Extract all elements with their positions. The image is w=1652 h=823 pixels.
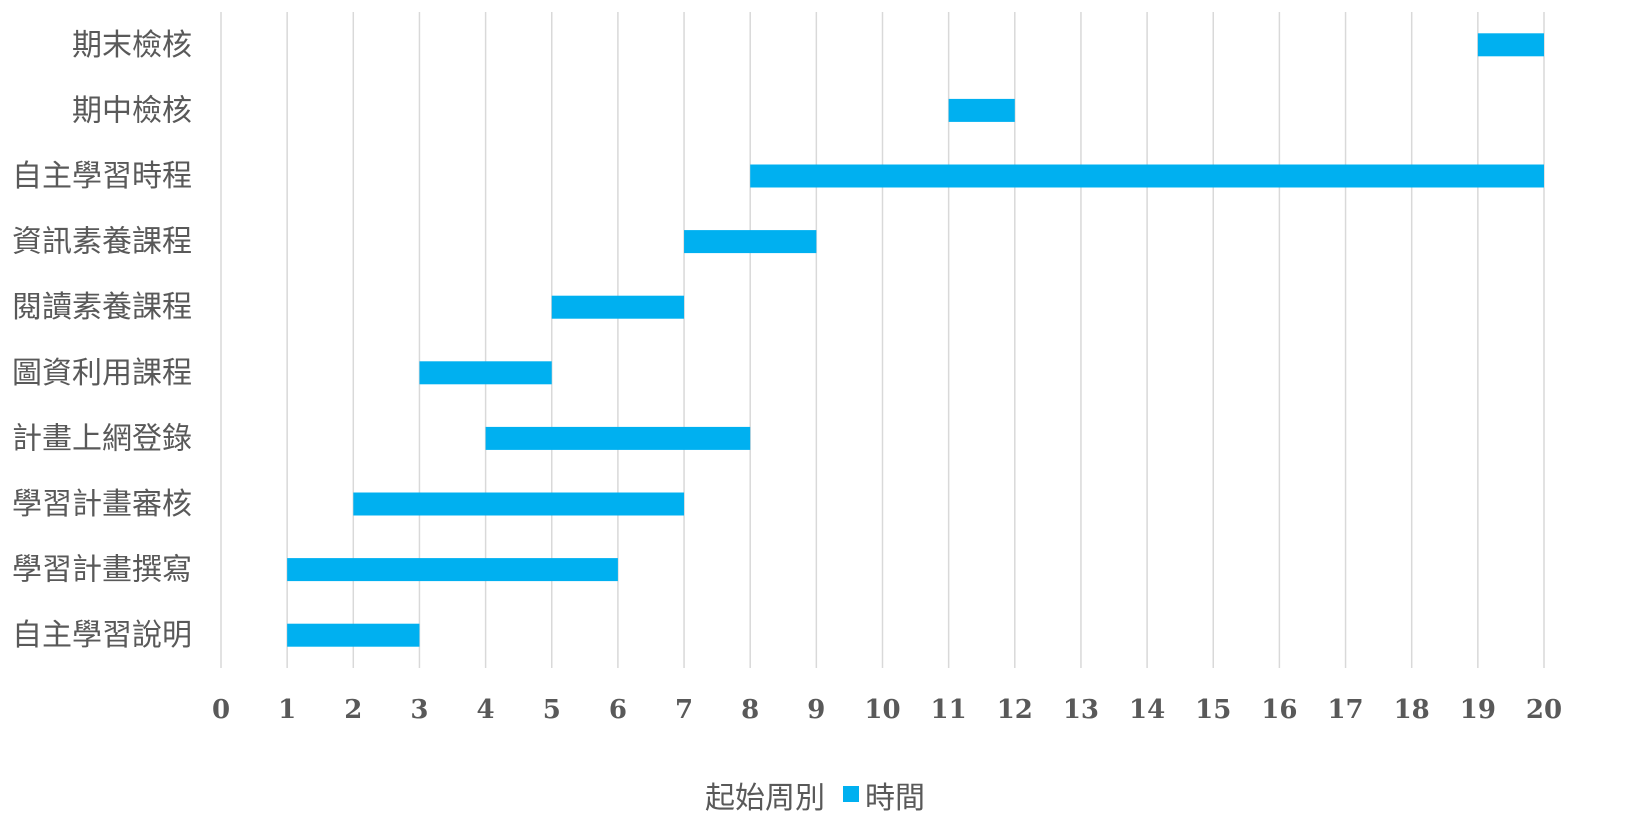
category-label-0: 自主學習說明 [12,618,192,653]
bar-1 [287,558,618,582]
x-tick-label-18: 18 [1394,695,1430,725]
bar-2 [353,492,685,516]
category-labels: 自主學習說明學習計畫撰寫學習計畫審核計畫上網登錄圖資利用課程閱讀素養課程資訊素養… [12,28,192,653]
x-tick-label-12: 12 [997,695,1033,725]
bar-3 [485,426,751,450]
bar-0 [287,623,420,647]
x-tick-label-0: 0 [212,695,230,725]
bar-4 [419,361,552,385]
category-label-8: 期中檢核 [72,93,192,128]
x-tick-label-4: 4 [477,695,495,725]
category-label-2: 學習計畫審核 [12,487,192,522]
x-tick-label-17: 17 [1327,695,1363,725]
bar-5 [551,295,685,319]
x-tick-label-9: 9 [807,695,825,725]
legend-swatch-time [843,786,859,802]
x-tick-label-1: 1 [278,695,296,725]
x-tick-label-5: 5 [543,695,561,725]
category-label-7: 自主學習時程 [12,159,192,194]
category-label-9: 期末檢核 [72,28,192,63]
bar-9 [1477,33,1544,57]
x-tick-labels: 0 1 2 3 4 5 6 7 8 9 10 11 12 13 14 15 16 17 18 19 20 [212,695,1562,725]
x-tick-label-20: 20 [1526,695,1562,725]
legend-entry-start-week: 起始周別 [705,781,825,816]
bar-6 [684,230,817,254]
bar-group [287,33,1544,647]
bar-8 [948,98,1015,122]
legend: 起始周別 時間 [705,781,925,816]
x-tick-label-8: 8 [741,695,759,725]
x-tick-label-19: 19 [1460,695,1496,725]
category-label-6: 資訊素養課程 [12,225,192,260]
x-tick-label-6: 6 [609,695,627,725]
x-tick-label-3: 3 [410,695,428,725]
category-label-5: 閱讀素養課程 [12,290,192,325]
bar-7 [750,164,1544,188]
x-tick-label-7: 7 [675,695,693,725]
x-tick-label-15: 15 [1195,695,1231,725]
legend-entry-time: 時間 [865,781,925,816]
category-label-4: 圖資利用課程 [12,356,192,391]
x-tick-label-16: 16 [1261,695,1297,725]
x-tick-label-14: 14 [1129,695,1165,725]
x-tick-label-2: 2 [344,695,362,725]
category-label-3: 計畫上網登錄 [12,421,192,456]
x-tick-label-11: 11 [931,695,967,725]
x-tick-label-13: 13 [1063,695,1099,725]
x-tick-label-10: 10 [864,695,900,725]
category-label-1: 學習計畫撰寫 [12,553,192,588]
